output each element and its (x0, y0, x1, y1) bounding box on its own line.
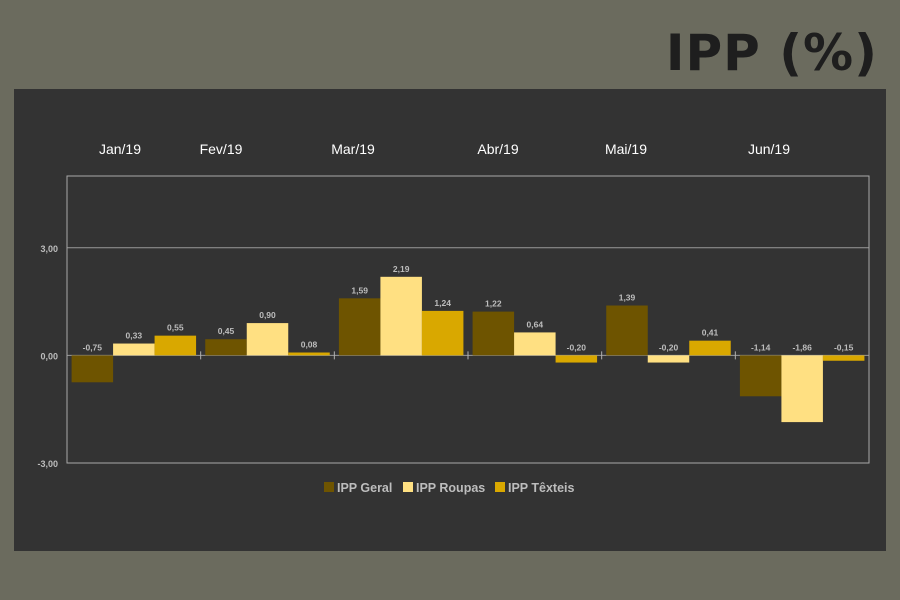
bar (822, 355, 865, 361)
y-tick-label: 3,00 (40, 244, 58, 254)
data-label: 1,24 (434, 298, 451, 308)
data-label: -1,14 (751, 342, 771, 352)
page-title: IPP (%) (665, 24, 878, 82)
legend-label: IPP Geral (337, 481, 392, 495)
bar (113, 343, 155, 356)
bar (739, 355, 782, 397)
legend-swatch (403, 482, 413, 492)
data-label: 1,22 (485, 299, 502, 309)
data-label: -0,20 (567, 342, 587, 352)
legend-label: IPP Têxteis (508, 481, 575, 495)
category-label: Mai/19 (605, 141, 647, 157)
bar (472, 311, 515, 356)
data-label: -0,15 (834, 342, 854, 352)
plot-area-border (66, 175, 870, 464)
data-label: 1,59 (351, 285, 368, 295)
chart-panel: 3,00 0,00 -3,00 Jan/19 Fev/19 Mar/19 Abr/19 Mai… (14, 89, 886, 551)
bar (606, 305, 648, 356)
y-tick-label: -3,00 (37, 459, 58, 469)
bar (380, 276, 422, 356)
category-label: Jun/19 (748, 141, 790, 157)
legend-label: IPP Roupas (416, 481, 485, 495)
y-tick-label: 0,00 (40, 351, 58, 361)
bar (71, 355, 114, 383)
bar (338, 298, 381, 356)
data-label: 0,55 (167, 323, 184, 333)
bar (689, 340, 731, 356)
data-label: 0,41 (702, 328, 719, 338)
data-label: 0,33 (126, 331, 143, 341)
bar (781, 355, 823, 423)
data-label: -0,20 (659, 342, 679, 352)
category-label: Fev/19 (200, 141, 243, 157)
category-label: Mar/19 (331, 141, 375, 157)
bar (514, 332, 556, 356)
data-label: 2,19 (393, 264, 410, 274)
data-label: 1,39 (619, 293, 636, 303)
bar (647, 355, 690, 363)
bar (246, 323, 289, 356)
legend-swatch (324, 482, 334, 492)
data-label: -0,75 (83, 342, 103, 352)
chart: 3,00 0,00 -3,00 Jan/19 Fev/19 Mar/19 Abr/19 Mai… (37, 141, 870, 495)
bar (154, 335, 197, 356)
data-label: 0,45 (218, 326, 235, 336)
category-label: Abr/19 (477, 141, 518, 157)
data-label: 0,64 (527, 319, 544, 329)
data-label: 0,08 (301, 340, 318, 350)
data-label: -1,86 (792, 342, 812, 352)
category-label: Jan/19 (99, 141, 141, 157)
bar (205, 339, 247, 356)
bar (288, 352, 330, 356)
data-label: 0,90 (259, 310, 276, 320)
bar (421, 310, 464, 356)
legend-swatch (495, 482, 505, 492)
bar (555, 355, 598, 363)
